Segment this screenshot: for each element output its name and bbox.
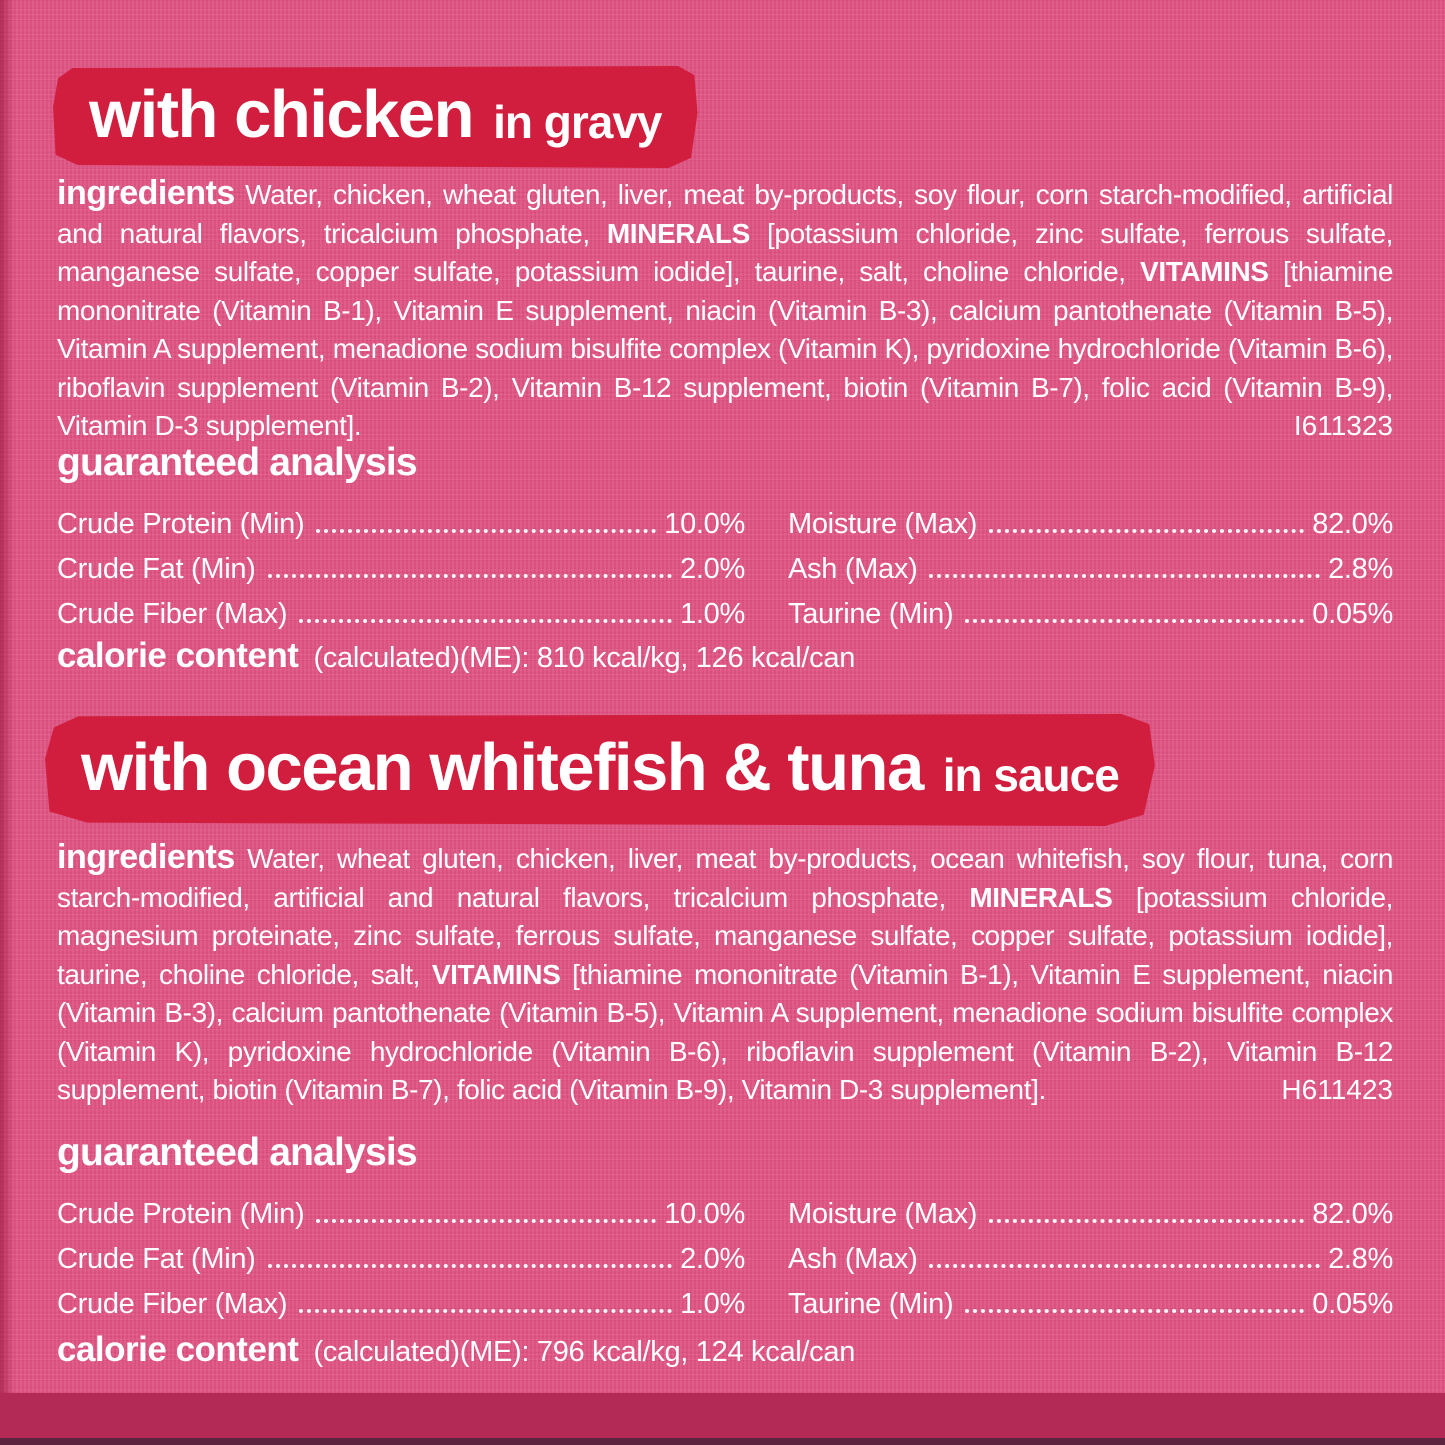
banner-title: with ocean whitefish & tuna xyxy=(81,729,924,805)
analysis-row: Crude Fat (Min) 2.0% xyxy=(57,541,745,586)
guaranteed-analysis-heading: guaranteed analysis xyxy=(57,441,418,484)
banner-subtitle: in sauce xyxy=(942,749,1120,801)
analysis-label: Moisture (Max) xyxy=(788,508,978,540)
analysis-row: Ash (Max) 2.8% xyxy=(788,1231,1393,1276)
analysis-label: Ash (Max) xyxy=(788,1243,918,1275)
calorie-content-line: calorie content (calculated)(ME): 810 kc… xyxy=(57,636,855,676)
guaranteed-analysis-table: Crude Protein (Min) 10.0% Crude Fat (Min… xyxy=(57,1186,1393,1321)
formula-code: I611323 xyxy=(1293,410,1393,441)
analysis-label: Crude Protein (Min) xyxy=(57,1198,305,1230)
analysis-row: Crude Fiber (Max) 1.0% xyxy=(57,1276,745,1321)
analysis-column-left: Crude Protein (Min) 10.0% Crude Fat (Min… xyxy=(57,1186,745,1321)
analysis-label: Crude Fiber (Max) xyxy=(57,1288,288,1320)
leader-dots xyxy=(965,619,1305,623)
analysis-column-left: Crude Protein (Min) 10.0% Crude Fat (Min… xyxy=(57,496,745,631)
analysis-row: Taurine (Min) 0.05% xyxy=(788,1276,1393,1321)
analysis-label: Crude Fat (Min) xyxy=(57,1243,256,1275)
analysis-label: Moisture (Max) xyxy=(788,1198,978,1230)
analysis-column-right: Moisture (Max) 82.0% Ash (Max) 2.8% Taur… xyxy=(788,1186,1393,1321)
analysis-row: Crude Fiber (Max) 1.0% xyxy=(57,586,745,631)
analysis-row: Crude Fat (Min) 2.0% xyxy=(57,1231,745,1276)
minerals-label: MINERALS xyxy=(969,881,1113,913)
analysis-value: 82.0% xyxy=(1312,1198,1393,1230)
analysis-value: 2.8% xyxy=(1328,1243,1393,1275)
ingredients-text: [thiamine mononitrate (Vitamin B-1), Vit… xyxy=(57,256,1393,441)
analysis-label: Taurine (Min) xyxy=(788,598,954,630)
label-left-edge-shadow xyxy=(0,0,14,1445)
analysis-row: Taurine (Min) 0.05% xyxy=(788,586,1393,631)
ingredients-text: Water, chicken, wheat gluten, liver, mea… xyxy=(57,179,1393,249)
bottom-edge-strip xyxy=(0,1438,1445,1445)
leader-dots xyxy=(316,529,657,533)
analysis-value: 1.0% xyxy=(680,598,745,630)
analysis-value: 1.0% xyxy=(680,1288,745,1320)
ingredients-text: [potassium chloride, zinc sulfate, ferro… xyxy=(57,217,1394,288)
analysis-label: Crude Fiber (Max) xyxy=(57,598,288,630)
ingredients-label: ingredients xyxy=(57,174,235,212)
calorie-content-heading: calorie content xyxy=(57,1330,299,1369)
ingredients-label: ingredients xyxy=(57,838,235,876)
analysis-row: Moisture (Max) 82.0% xyxy=(788,1186,1393,1231)
banner-whitefish-tuna-in-sauce: with ocean whitefish & tuna in sauce xyxy=(45,714,1155,826)
ingredients-paragraph-chicken: ingredients Water, chicken, wheat gluten… xyxy=(57,176,1393,446)
ingredients-text: Water, wheat gluten, chicken, liver, mea… xyxy=(57,843,1393,913)
banner-title: with chicken xyxy=(89,76,475,152)
analysis-label: Taurine (Min) xyxy=(788,1288,954,1320)
analysis-label: Ash (Max) xyxy=(788,553,918,585)
analysis-value: 2.8% xyxy=(1328,553,1393,585)
analysis-value: 10.0% xyxy=(664,508,745,540)
analysis-row: Ash (Max) 2.8% xyxy=(788,541,1393,586)
formula-code: H611423 xyxy=(1281,1074,1393,1105)
bottom-color-band xyxy=(0,1393,1445,1438)
leader-dots xyxy=(299,1309,673,1313)
analysis-value: 2.0% xyxy=(680,1243,745,1275)
calorie-content-value: (calculated)(ME): 796 kcal/kg, 124 kcal/… xyxy=(313,1336,856,1368)
leader-dots xyxy=(299,619,673,623)
banner-chicken-in-gravy: with chicken in gravy xyxy=(53,66,698,168)
calorie-content-heading: calorie content xyxy=(57,636,299,675)
leader-dots xyxy=(316,1219,657,1223)
banner-subtitle: in gravy xyxy=(493,96,662,148)
leader-dots xyxy=(929,574,1321,578)
calorie-content-line: calorie content (calculated)(ME): 796 kc… xyxy=(57,1330,855,1370)
analysis-value: 0.05% xyxy=(1312,598,1393,630)
guaranteed-analysis-heading: guaranteed analysis xyxy=(57,1131,418,1174)
leader-dots xyxy=(989,1219,1305,1223)
leader-dots xyxy=(989,529,1305,533)
analysis-label: Crude Protein (Min) xyxy=(57,508,305,540)
vitamins-label: VITAMINS xyxy=(431,958,561,990)
ingredients-paragraph-whitefish: ingredients Water, wheat gluten, chicken… xyxy=(57,840,1393,1110)
leader-dots xyxy=(929,1264,1321,1268)
leader-dots xyxy=(267,574,673,578)
leader-dots xyxy=(965,1309,1305,1313)
analysis-value: 10.0% xyxy=(664,1198,745,1230)
analysis-value: 82.0% xyxy=(1312,508,1393,540)
leader-dots xyxy=(267,1264,673,1268)
guaranteed-analysis-table: Crude Protein (Min) 10.0% Crude Fat (Min… xyxy=(57,496,1393,631)
analysis-label: Crude Fat (Min) xyxy=(57,553,256,585)
vitamins-label: VITAMINS xyxy=(1140,256,1269,287)
analysis-row: Moisture (Max) 82.0% xyxy=(788,496,1393,541)
analysis-column-right: Moisture (Max) 82.0% Ash (Max) 2.8% Taur… xyxy=(788,496,1393,631)
analysis-value: 2.0% xyxy=(680,553,745,585)
analysis-value: 0.05% xyxy=(1312,1288,1393,1320)
calorie-content-value: (calculated)(ME): 810 kcal/kg, 126 kcal/… xyxy=(313,642,856,674)
minerals-label: MINERALS xyxy=(606,217,750,249)
ingredients-text: [thiamine mononitrate (Vitamin B-1), Vit… xyxy=(57,958,1393,1106)
analysis-row: Crude Protein (Min) 10.0% xyxy=(57,496,745,541)
analysis-row: Crude Protein (Min) 10.0% xyxy=(57,1186,745,1231)
ingredients-text: [potassium chloride, magnesium proteinat… xyxy=(57,881,1393,990)
